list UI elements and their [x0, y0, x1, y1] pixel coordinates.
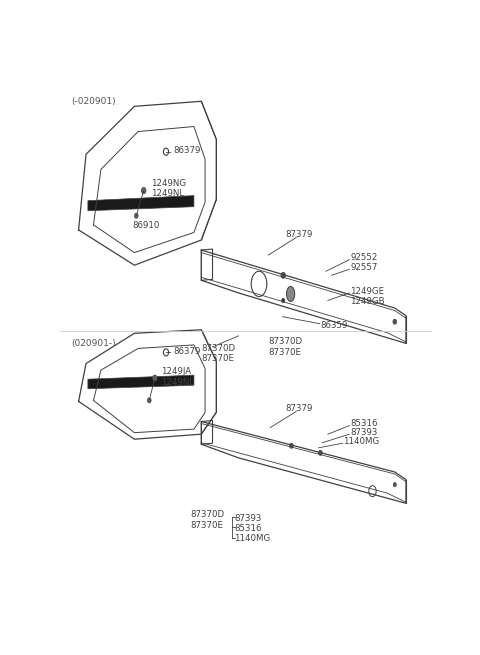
- Text: 87393: 87393: [234, 514, 262, 523]
- Text: 86910: 86910: [132, 221, 160, 230]
- Text: 86379: 86379: [173, 347, 201, 356]
- Text: 86379: 86379: [173, 146, 201, 155]
- Circle shape: [319, 450, 322, 455]
- Polygon shape: [88, 196, 194, 211]
- Text: 85316: 85316: [234, 524, 262, 533]
- Circle shape: [281, 272, 286, 278]
- Text: 85316: 85316: [350, 419, 378, 428]
- Text: 87370D
87370E: 87370D 87370E: [190, 510, 224, 530]
- Text: 87379: 87379: [285, 404, 312, 413]
- Text: 1249GE
1249GB: 1249GE 1249GB: [350, 287, 385, 306]
- Ellipse shape: [287, 286, 295, 301]
- Text: (-020901): (-020901): [71, 97, 116, 106]
- Polygon shape: [88, 375, 194, 389]
- Text: 1249NG
1249NL: 1249NG 1249NL: [151, 179, 186, 198]
- Circle shape: [289, 443, 293, 448]
- Text: 87379: 87379: [285, 231, 312, 240]
- Circle shape: [282, 299, 285, 303]
- Circle shape: [153, 375, 157, 381]
- Text: 87370D
87370E: 87370D 87370E: [268, 337, 302, 356]
- Circle shape: [393, 483, 396, 487]
- Text: 87393: 87393: [350, 428, 378, 437]
- Text: 92552: 92552: [350, 253, 378, 262]
- Text: 92557: 92557: [350, 263, 378, 272]
- Text: 86359: 86359: [321, 321, 348, 330]
- Circle shape: [142, 187, 146, 194]
- Circle shape: [134, 214, 138, 218]
- Text: 1140MG: 1140MG: [234, 534, 270, 543]
- Text: 1140MG: 1140MG: [344, 438, 380, 446]
- Text: (020901-): (020901-): [71, 339, 116, 348]
- Text: 87370D
87370E: 87370D 87370E: [202, 344, 236, 363]
- Circle shape: [147, 398, 151, 403]
- Text: 1249JA
1249NL: 1249JA 1249NL: [161, 367, 194, 387]
- Circle shape: [393, 319, 396, 324]
